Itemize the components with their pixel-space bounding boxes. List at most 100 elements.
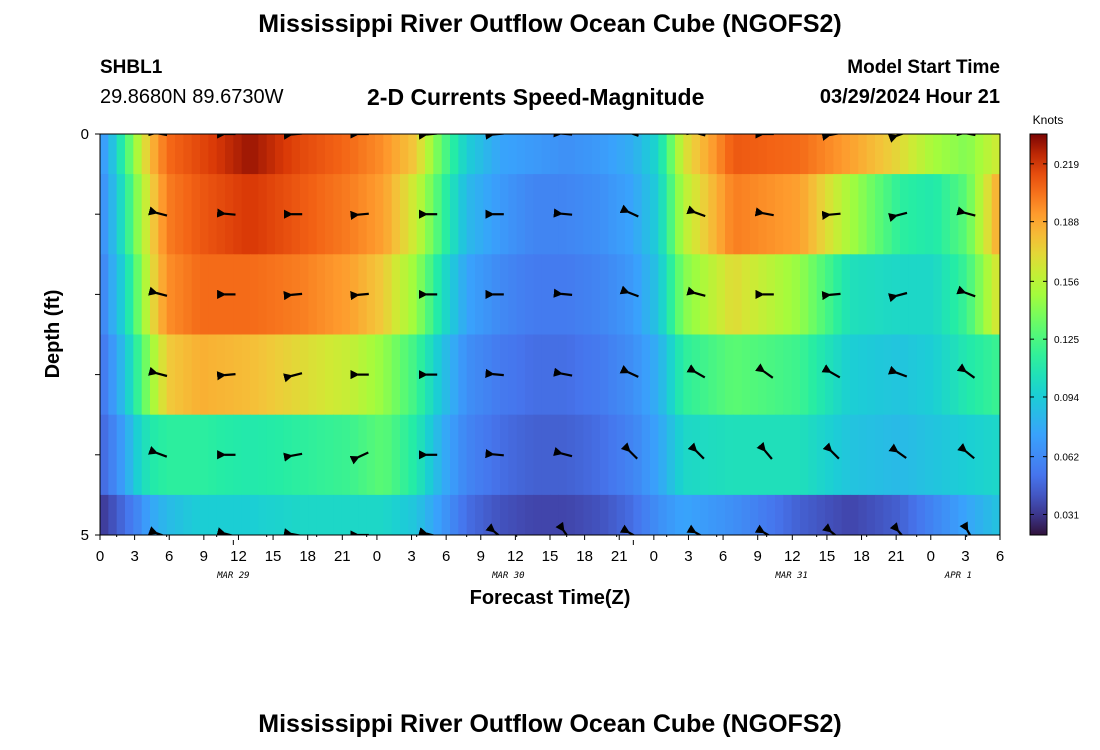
heatmap-cell xyxy=(225,134,234,175)
heatmap-cell xyxy=(633,254,643,336)
heatmap-cell xyxy=(700,334,709,416)
heatmap-cell xyxy=(691,174,701,255)
heatmap-cell xyxy=(358,494,368,535)
heatmap-cell xyxy=(400,494,409,535)
current-vector-arrow xyxy=(553,208,573,218)
heatmap-cell xyxy=(625,174,634,255)
heatmap-cell xyxy=(875,174,884,255)
x-tick-label: 3 xyxy=(684,548,692,565)
date-label: MAR 31 xyxy=(774,571,808,581)
heatmap-cell xyxy=(275,414,284,496)
heatmap-cell xyxy=(458,254,468,336)
heatmap-cell xyxy=(141,414,151,496)
heatmap-cell xyxy=(483,334,493,416)
x-tick-label: 21 xyxy=(611,548,628,565)
y-tick-label: 5 xyxy=(81,527,89,544)
current-vector-arrow xyxy=(756,441,773,460)
heatmap-cell xyxy=(508,334,518,416)
heatmap-cell xyxy=(433,334,443,416)
heatmap-cell xyxy=(550,254,559,336)
heatmap-cell xyxy=(783,494,793,535)
heatmap-cell xyxy=(866,134,876,175)
heatmap-cell xyxy=(416,494,426,535)
heatmap-cell xyxy=(516,254,526,336)
heatmap-cell xyxy=(341,254,351,336)
heatmap-cell xyxy=(508,494,518,535)
current-vector-arrow xyxy=(821,134,841,141)
heatmap-cell xyxy=(150,414,159,496)
heatmap-cell xyxy=(841,334,851,416)
heatmap-cell xyxy=(233,414,243,496)
heatmap-cell xyxy=(433,414,443,496)
heatmap-cell xyxy=(266,414,276,496)
heatmap-cell xyxy=(433,134,443,175)
heatmap-cell xyxy=(341,334,351,416)
current-vector-arrow xyxy=(619,365,639,378)
current-vector-arrow xyxy=(956,134,976,137)
heatmap-cell xyxy=(841,254,851,336)
heatmap-cell xyxy=(858,494,868,535)
heatmap-cell xyxy=(408,174,418,255)
x-tick-label: 15 xyxy=(265,548,282,565)
heatmap-cell xyxy=(550,334,559,416)
heatmap-cell xyxy=(541,174,551,255)
heatmap-cell xyxy=(666,254,676,336)
heatmap-cell xyxy=(350,134,359,175)
heatmap-cell xyxy=(491,494,501,535)
current-vector-arrow xyxy=(350,290,369,301)
heatmap-cell xyxy=(166,494,176,535)
heatmap-cell xyxy=(850,494,859,535)
heatmap-cell xyxy=(816,494,826,535)
heatmap-cell xyxy=(391,334,401,416)
x-tick-label: 9 xyxy=(477,548,485,565)
heatmap-cell xyxy=(458,174,468,255)
heatmap-cell xyxy=(841,174,851,255)
date-label: MAR 29 xyxy=(216,571,250,581)
heatmap-cell xyxy=(808,254,818,336)
heatmap-cell xyxy=(725,254,734,336)
heatmap-cell xyxy=(516,334,526,416)
heatmap-cell xyxy=(725,174,734,255)
heatmap-cell xyxy=(725,134,734,175)
heatmap-cell xyxy=(316,414,326,496)
heatmap-cell xyxy=(658,494,668,535)
heatmap-cell xyxy=(866,334,876,416)
heatmap-cell xyxy=(775,134,784,175)
heatmap-cell xyxy=(525,334,534,416)
heatmap-cell xyxy=(866,254,876,336)
heatmap-cell xyxy=(691,494,701,535)
heatmap-cell xyxy=(141,174,151,255)
heatmap-cell xyxy=(925,254,934,336)
heatmap-cell xyxy=(275,174,284,255)
heatmap-cell xyxy=(666,494,676,535)
heatmap-cell xyxy=(875,254,884,336)
heatmap-cell xyxy=(466,174,476,255)
heatmap-cell xyxy=(266,334,276,416)
heatmap-cell xyxy=(483,254,493,336)
heatmap-cell xyxy=(500,414,509,496)
heatmap-cell xyxy=(233,494,243,535)
heatmap-cell xyxy=(600,414,609,496)
heatmap-cell xyxy=(983,414,993,496)
heatmap-cell xyxy=(541,134,551,175)
heatmap-cell xyxy=(525,414,534,496)
x-tick-label: 18 xyxy=(576,548,593,565)
heatmap-cell xyxy=(400,174,409,255)
heatmap-cell xyxy=(583,134,593,175)
heatmap-cell xyxy=(750,134,759,175)
heatmap-cell xyxy=(108,414,118,496)
heatmap-cell xyxy=(766,134,776,175)
heatmap-cell xyxy=(733,414,743,496)
heatmap-cell xyxy=(350,414,359,496)
current-vector-arrow xyxy=(956,285,976,298)
heatmap-cell xyxy=(858,254,868,336)
heatmap-cell xyxy=(450,134,459,175)
heatmap-cell xyxy=(716,174,726,255)
current-vector-arrow xyxy=(553,367,573,377)
heatmap-cell xyxy=(916,494,926,535)
heatmap-cell xyxy=(533,134,543,175)
heatmap-cell xyxy=(841,414,851,496)
x-axis-label: Forecast Time(Z) xyxy=(470,587,631,609)
heatmap-cell xyxy=(366,414,376,496)
heatmap-cell xyxy=(975,334,984,416)
